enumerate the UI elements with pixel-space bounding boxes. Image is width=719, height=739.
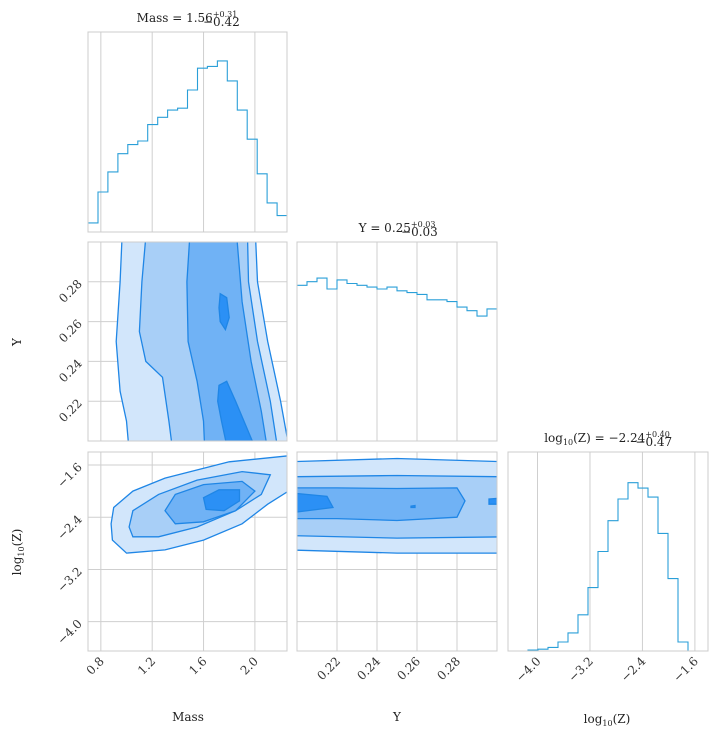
panel-frame <box>87 241 288 442</box>
x-tick-label-logz: −3.2 <box>566 654 597 685</box>
x-tick-label-logz: −4.0 <box>513 654 544 685</box>
x-axis-label-logz: log10(Z) <box>584 712 631 728</box>
panel-y-y <box>336 242 458 441</box>
y-tick-label-logz: −1.6 <box>54 460 85 491</box>
title-mass: Mass = 1.56+0.31 <box>137 10 238 25</box>
contour-y-logz <box>297 457 497 554</box>
title-logz-minus: −0.47 <box>635 435 672 449</box>
contour-peak <box>218 292 230 332</box>
contour-mass-logz <box>110 455 287 554</box>
x-tick-label-mass: 1.6 <box>186 654 209 677</box>
x-tick-label-mass: 2.0 <box>238 654 261 677</box>
y-axis-label-logz: log10(Z) <box>10 529 26 576</box>
panel-frame <box>87 451 288 652</box>
contour-peak <box>202 489 241 512</box>
panel-mass-mass <box>100 32 256 232</box>
histogram-logz <box>508 482 708 652</box>
x-tick-label-y: 0.24 <box>354 654 383 683</box>
y-tick-label-y: 0.24 <box>56 356 85 385</box>
y-tick-label-y: 0.26 <box>56 317 85 346</box>
contour-inner <box>297 487 466 522</box>
x-tick-label-mass: 1.2 <box>135 654 158 677</box>
panel-logz-logz <box>537 452 696 651</box>
y-tick-label-y: 0.28 <box>56 277 85 306</box>
panel-frame <box>296 241 498 442</box>
panel-frame <box>87 31 288 233</box>
title-y-minus: −0.03 <box>401 225 438 239</box>
y-tick-label-logz: −3.2 <box>54 564 85 595</box>
x-tick-label-logz: −2.4 <box>618 654 649 685</box>
y-tick-label-logz: −2.4 <box>54 512 85 543</box>
y-tick-label-logz: −4.0 <box>54 617 85 648</box>
panel-frame <box>296 451 498 652</box>
contour-peak <box>488 497 497 505</box>
title-logz: log10(Z) = −2.24+0.40 <box>544 430 670 447</box>
x-tick-label-logz: −1.6 <box>671 654 702 685</box>
contour-peak <box>217 380 253 441</box>
x-axis-label-y: Y <box>392 710 402 724</box>
contour-inner <box>186 242 267 441</box>
title-y: Y = 0.25+0.03 <box>358 220 436 235</box>
contour-peak <box>410 504 416 509</box>
contour-mass-y <box>115 242 287 441</box>
x-tick-label-y: 0.26 <box>394 654 423 683</box>
x-axis-label-mass: Mass <box>172 710 204 724</box>
y-axis-label-y: Y <box>10 337 24 347</box>
contour-peak <box>297 492 335 513</box>
histogram-mass <box>88 60 287 224</box>
x-tick-label-y: 0.28 <box>434 654 463 683</box>
histogram-y <box>297 277 497 317</box>
x-tick-label-mass: 0.8 <box>84 654 107 677</box>
panel-frame <box>507 451 709 652</box>
x-tick-label-y: 0.22 <box>314 654 343 683</box>
y-tick-label-y: 0.22 <box>56 396 85 425</box>
title-mass-minus: −0.42 <box>203 15 240 29</box>
